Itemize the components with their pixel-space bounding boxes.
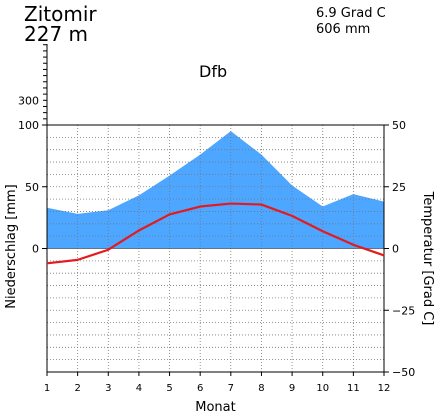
precip-axis-title: Niederschlag [mm]: [4, 184, 19, 309]
climate-classification: Dfb: [199, 62, 228, 81]
x-tick-label: 9: [289, 383, 295, 394]
x-tick-label: 10: [316, 383, 329, 394]
precip-tick-label: 100: [18, 119, 39, 132]
temp-tick-label: −50: [392, 366, 415, 379]
grid-layer: [47, 125, 384, 372]
precipitation-area-layer: [47, 131, 384, 249]
x-tick-label: 7: [228, 383, 234, 394]
station-name: Zitomir: [24, 2, 97, 26]
x-tick-label: 3: [105, 383, 111, 394]
temp-tick-label: 0: [392, 243, 399, 256]
x-tick-label: 12: [378, 383, 391, 394]
x-tick-label: 5: [166, 383, 172, 394]
mean-temperature: 6.9 Grad C: [316, 6, 386, 21]
axes-layer: [42, 44, 389, 376]
x-tick-label: 2: [74, 383, 80, 394]
annual-precipitation: 606 mm: [316, 22, 371, 37]
temp-tick-label: −25: [392, 304, 415, 317]
temperature-line-layer: [46, 202, 385, 265]
x-tick-label: 1: [44, 383, 50, 394]
precipitation-area: [47, 131, 384, 249]
precip-tick-label: 0: [32, 243, 39, 256]
x-tick-label: 8: [258, 383, 264, 394]
temp-axis-title: Temperatur [Grad C]: [420, 191, 435, 326]
precip-tick-label-300: 300: [18, 94, 39, 107]
temperature-line: [46, 202, 385, 265]
precip-tick-label: 50: [25, 181, 39, 194]
x-tick-label: 4: [136, 383, 142, 394]
temp-tick-label: 25: [392, 181, 406, 194]
labels-layer: 1 2 3 4 5 6 7 8 9 10 11 12050100300−50−2502550Monat…: [4, 94, 435, 415]
temp-tick-label: 50: [392, 119, 406, 132]
x-axis-title: Monat: [195, 400, 235, 415]
x-tick-label: 11: [347, 383, 360, 394]
x-tick-label: 6: [197, 383, 203, 394]
station-elevation: 227 m: [24, 22, 89, 46]
